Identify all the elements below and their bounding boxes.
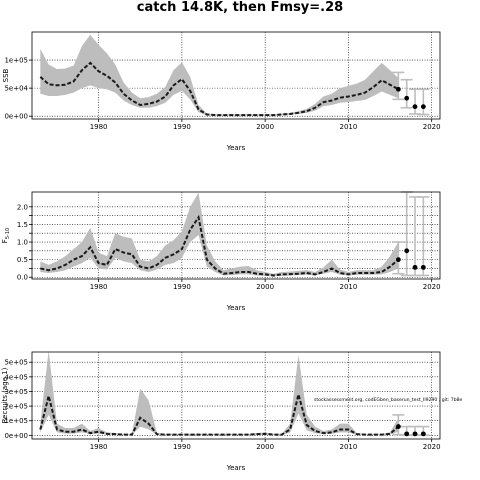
x-tick-label: 1990 — [173, 443, 191, 451]
y-tick-label: 2.0 — [17, 203, 28, 211]
x-tick-label: 2000 — [256, 443, 274, 451]
x-axis-label: Years — [226, 464, 246, 472]
figure-title: catch 14.8K, then Fmsy=.28 — [136, 0, 344, 15]
plot-frame — [31, 191, 441, 280]
x-tick-label: 2020 — [423, 443, 441, 451]
x-tick-label: 2010 — [339, 283, 357, 291]
x-tick-label: 1980 — [90, 283, 108, 291]
projection-point — [412, 104, 418, 110]
y-tick-label: 0e+00 — [4, 113, 28, 121]
x-tick-label: 2020 — [423, 283, 441, 291]
projection-point — [395, 424, 401, 429]
recruits-panel: 1980 1990 2000 2010 2020 0e+00 1e+05 2e+05 3e+05… — [1, 350, 463, 472]
y-tick-label: 0.0 — [17, 274, 28, 282]
estimate-line — [39, 61, 399, 117]
projection-point — [412, 264, 418, 270]
projection-point — [404, 248, 410, 254]
y-tick-label: 0e+00 — [4, 432, 28, 440]
estimate-line — [40, 214, 400, 277]
fishing-mortality-panel: 1980 1990 2000 2010 2020 0.0 0.5 1.0 1.5 2.0 Years… — [1, 191, 441, 312]
x-tick-label: 1980 — [90, 443, 108, 451]
ssb-panel: 1980 1990 2000 2010 2020 0e+00 5e+04 1e+05 Years… — [2, 31, 441, 152]
y-tick-label: 1.0 — [17, 239, 28, 247]
y-tick-label: 3e+05 — [4, 388, 28, 396]
plot-frame — [31, 351, 441, 440]
x-tick-label: 2000 — [256, 123, 274, 131]
y-axis-label-text: Recruits (age 1) — [1, 367, 9, 423]
x-tick-label: 1990 — [173, 283, 191, 291]
y-tick-label: 1e+05 — [4, 57, 28, 65]
confidence-band — [40, 34, 399, 116]
x-tick-label: 2020 — [423, 123, 441, 131]
source-annotation: stockassessment.org, codEGben_baserun_te… — [314, 397, 463, 403]
projection-point — [395, 86, 401, 92]
y-axis-label-text: F — [1, 239, 9, 243]
y-axis-label-subscript: 5-10 — [5, 228, 11, 239]
y-axis-label: F5-10 — [1, 228, 11, 243]
y-tick-label: 1e+05 — [4, 417, 28, 425]
x-axis-label: Years — [226, 144, 246, 152]
x-tick-label: 2010 — [339, 443, 357, 451]
confidence-band — [40, 350, 399, 436]
x-tick-label: 1980 — [90, 123, 108, 131]
x-tick-label: 2010 — [339, 123, 357, 131]
x-tick-label: 2000 — [256, 283, 274, 291]
y-tick-label: 2e+05 — [4, 403, 28, 411]
projection-point — [412, 431, 418, 437]
y-tick-label: 5e+04 — [4, 85, 28, 93]
x-axis-label: Years — [226, 304, 246, 312]
y-tick-label: 4e+05 — [4, 373, 28, 381]
projection-point — [420, 104, 426, 110]
y-axis-label-text: SSB — [2, 68, 10, 82]
y-axis-label: Recruits (age 1) — [1, 367, 9, 423]
confidence-band — [40, 192, 399, 277]
projection-point — [420, 431, 426, 437]
projection-point — [404, 431, 410, 437]
y-tick-label: 1.5 — [17, 221, 28, 229]
projection-point — [404, 95, 410, 101]
plot-frame — [31, 31, 441, 120]
y-tick-label: 0.5 — [17, 256, 28, 264]
projection-point — [420, 264, 426, 270]
y-axis-label: SSB — [2, 68, 10, 82]
y-tick-label: 5e+05 — [4, 359, 28, 367]
projection-point — [395, 257, 401, 263]
x-tick-label: 1990 — [173, 123, 191, 131]
